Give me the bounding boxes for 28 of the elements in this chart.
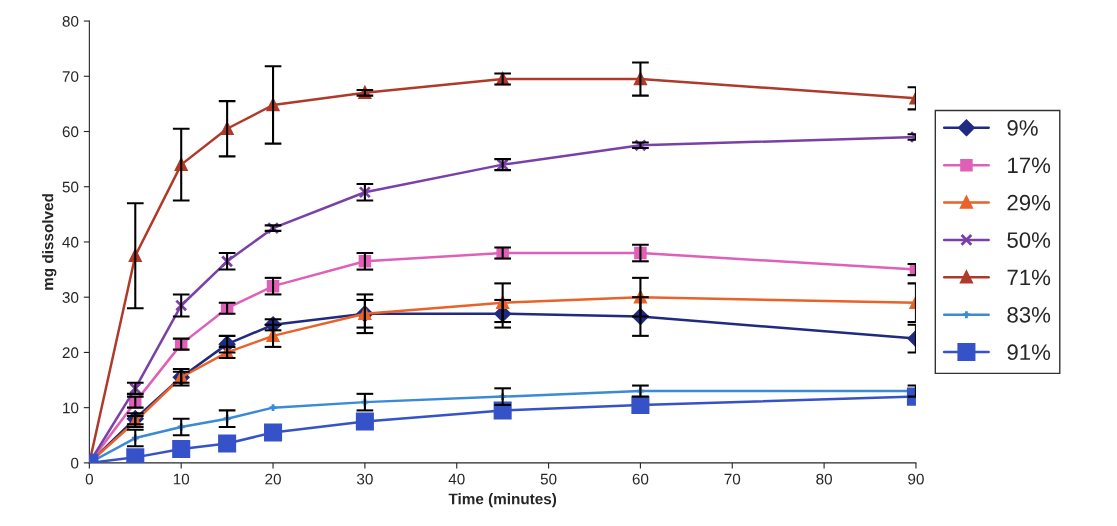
y-tick-label: 60 [62, 126, 79, 138]
legend-label: 9% [1007, 120, 1038, 136]
y-tick-label: 20 [62, 347, 79, 359]
x-tick-label: 60 [632, 473, 649, 485]
x-tick-label: 90 [908, 473, 924, 485]
legend-label: 91% [1007, 344, 1051, 361]
y-tick-label: 50 [62, 181, 79, 193]
legend-label: 83% [1007, 306, 1051, 323]
y-tick-label: 40 [62, 236, 79, 248]
x-tick-label: 80 [816, 473, 832, 485]
x-tick-label: 10 [173, 473, 190, 485]
x-tick-label: 0 [85, 473, 94, 485]
y-axis-title: mg dissolved [42, 194, 57, 290]
y-tick-label: 70 [62, 71, 79, 82]
y-tick-label: 30 [62, 292, 79, 303]
x-tick-label: 70 [724, 473, 741, 485]
legend-label: 29% [1007, 194, 1051, 211]
x-tick-label: 50 [540, 473, 557, 485]
x-tick-label: 30 [356, 473, 373, 485]
legend-label: 71% [1007, 269, 1051, 286]
y-tick-label: 80 [62, 15, 79, 27]
x-tick-label: 40 [448, 473, 465, 485]
legend-label: 17% [1008, 157, 1051, 174]
legend-label: 50% [1007, 232, 1051, 248]
x-axis-title: Time (minutes) [448, 493, 557, 508]
y-tick-label: 0 [71, 457, 79, 469]
y-tick-label: 10 [63, 402, 79, 414]
x-tick-label: 20 [265, 473, 281, 485]
